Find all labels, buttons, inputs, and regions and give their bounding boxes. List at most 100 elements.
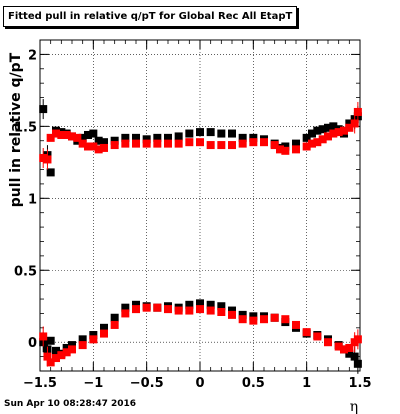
black-lower-point [52,346,60,355]
black-upper-point [302,133,311,142]
red-upper-point [334,128,343,137]
black-upper-point [164,133,172,142]
red-upper-point [313,138,322,147]
black-lower-point [110,313,119,322]
red-upper-point [46,133,55,142]
black-upper-point [39,105,48,114]
red-lower-point [270,313,279,322]
black-upper-point [46,168,55,177]
red-upper-point [318,135,327,144]
series-layer [39,99,362,374]
black-upper-point [142,135,151,144]
red-upper-point [39,154,48,163]
black-upper-point [100,138,108,147]
red-lower-point [302,328,311,337]
red-lower-point [52,354,60,363]
red-upper-point [329,129,338,138]
black-lower-point [185,300,194,309]
red-upper-point [353,107,362,116]
red-upper-point [121,139,130,148]
x-tick-label: −1.5 [23,376,57,391]
red-upper-point [249,138,258,147]
red-upper-point [238,139,247,148]
black-upper-point [94,136,103,145]
red-upper-point [185,138,194,147]
red-upper-point [142,139,151,148]
red-lower-point [132,305,140,314]
black-lower-point [46,336,55,345]
black-upper-point [313,126,322,135]
red-lower-point [89,335,98,344]
black-lower-point [228,306,236,315]
red-lower-point [68,345,76,354]
y-tick-label: 2 [28,48,37,63]
red-upper-point [270,141,279,150]
black-lower-point [345,349,354,358]
red-lower-point [340,345,348,354]
black-upper-point [308,129,316,138]
black-upper-point [153,133,162,142]
red-lower-point [217,307,226,316]
red-upper-point [100,143,108,152]
black-lower-point [132,300,140,309]
black-upper-point [228,129,236,138]
red-upper-point [110,141,119,150]
red-lower-point [260,315,268,324]
red-lower-point [153,303,162,312]
x-tick-label: 0.5 [242,376,265,391]
black-upper-point [78,133,87,142]
black-lower-point [89,331,98,340]
red-upper-point [62,130,71,139]
black-upper-point [206,128,215,137]
red-upper-point [73,133,82,142]
black-upper-point [121,133,130,142]
black-lower-point [62,343,71,352]
red-lower-point [281,315,290,324]
black-upper-point [185,129,194,138]
black-upper-point [110,136,119,145]
red-upper-point [276,145,284,154]
red-upper-point [196,138,204,147]
black-lower-point [100,323,108,332]
red-upper-point [94,145,103,154]
black-lower-point [196,299,204,308]
black-upper-point [345,119,354,128]
red-lower-point [39,332,48,341]
red-lower-point [142,303,151,312]
black-lower-point [350,352,359,361]
black-upper-point [217,129,226,138]
black-lower-point [353,359,362,368]
red-upper-point [43,155,52,164]
red-lower-point [174,306,183,315]
red-lower-point [292,320,300,329]
red-lower-point [334,342,343,351]
red-upper-point [260,138,268,147]
red-lower-point [313,332,322,341]
red-lower-point [206,306,215,315]
black-upper-point [84,130,92,139]
red-lower-point [121,309,130,318]
red-upper-point [345,123,354,132]
red-lower-point [238,315,247,324]
black-upper-point [132,133,140,142]
y-tick-label: 0 [28,336,37,351]
black-upper-point [174,132,183,141]
y-tick-label: 0.5 [14,264,37,279]
red-upper-point [292,145,300,154]
x-tick-label: 1.5 [348,376,371,391]
red-lower-point [164,305,172,314]
black-upper-point [238,133,247,142]
black-upper-point [292,139,300,148]
red-upper-point [52,129,60,138]
black-upper-point [324,123,332,132]
red-lower-point [196,305,204,314]
red-lower-point [62,348,71,357]
red-upper-point [153,139,162,148]
black-lower-point [68,341,76,350]
red-upper-point [308,139,316,148]
y-tick-label: 1.5 [14,120,37,135]
red-upper-point [228,141,236,150]
red-upper-point [340,126,348,135]
red-lower-point [100,329,108,338]
x-tick-label: −0.5 [130,376,164,391]
